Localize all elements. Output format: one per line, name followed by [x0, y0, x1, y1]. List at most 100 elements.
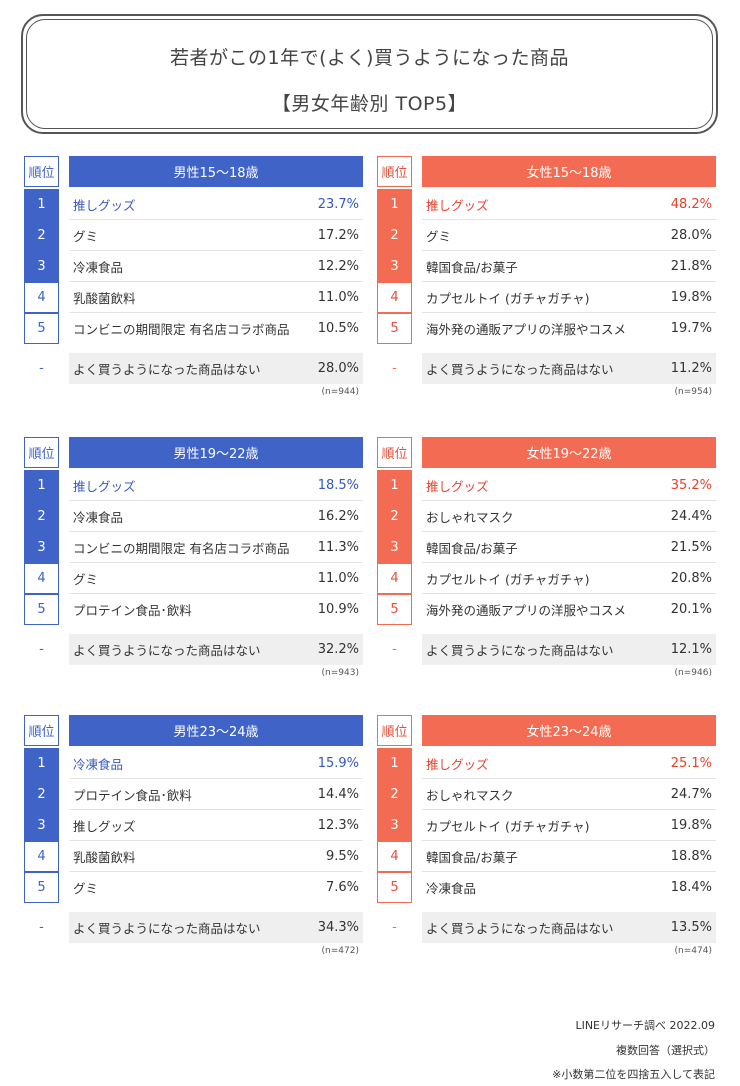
item-value: 7.6% [325, 880, 359, 895]
rank-badge: 4 [24, 841, 59, 872]
sample-size: (n=472) [321, 946, 359, 956]
item-value: 18.4% [670, 880, 712, 895]
rank-badge: 1 [377, 470, 412, 501]
rank-badge: 3 [24, 532, 59, 563]
page-title: 若者がこの1年で(よく)買うようになった商品 [170, 47, 569, 69]
ranking-item: 推しグッズ 18.5% [69, 470, 363, 501]
item-label: おしゃれマスク [426, 509, 514, 525]
item-label: 冷凍食品 [73, 756, 124, 772]
item-value: 11.2% [670, 361, 712, 376]
item-label: プロテイン食品･飲料 [73, 603, 192, 618]
no-purchase-item: よく買うようになった商品はない 12.1% [422, 634, 716, 665]
item-label: コンビニの期間限定 有名店コラボ商品 [73, 540, 290, 556]
item-value: 16.2% [317, 508, 359, 524]
page-subtitle: 【男女年齢別 TOP5】 [271, 93, 468, 115]
panel-header-row: 順位 男性15～18歳 [24, 156, 363, 187]
item-value: 15.9% [317, 755, 359, 771]
rank-badge: 2 [377, 779, 412, 810]
sample-size: (n=954) [674, 387, 712, 397]
sample-size: (n=944) [321, 387, 359, 397]
item-label: グミ [73, 228, 99, 244]
item-label: 韓国食品/お菓子 [426, 849, 518, 865]
no-purchase-row: - よく買うようになった商品はない 12.1% [377, 634, 716, 665]
ranking-row: 2 おしゃれマスク 24.7% [377, 779, 716, 810]
no-purchase-item: よく買うようになった商品はない 28.0% [69, 353, 363, 384]
rank-column-header: 順位 [377, 437, 412, 468]
rank-column-header: 順位 [24, 715, 59, 746]
item-value: 28.0% [670, 227, 712, 243]
item-value: 10.9% [317, 602, 359, 617]
ranking-row: 4 乳酸菌飲料 9.5% [24, 841, 363, 872]
ranking-item: 推しグッズ 35.2% [422, 470, 716, 501]
ranking-item: コンビニの期間限定 有名店コラボ商品 11.3% [69, 532, 363, 563]
ranking-row: 3 コンビニの期間限定 有名店コラボ商品 11.3% [24, 532, 363, 563]
rank-badge: 1 [377, 748, 412, 779]
rank-badge: 5 [377, 313, 412, 344]
item-value: 35.2% [670, 477, 712, 493]
no-purchase-item: よく買うようになった商品はない 13.5% [422, 912, 716, 943]
rank-dash: - [39, 920, 44, 935]
rank-dash: - [392, 642, 397, 657]
item-value: 9.5% [325, 848, 359, 864]
ranking-row: 2 冷凍食品 16.2% [24, 501, 363, 532]
item-value: 12.1% [670, 642, 712, 657]
ranking-row: 3 カプセルトイ (ガチャガチャ) 19.8% [377, 810, 716, 841]
ranking-item: プロテイン食品･飲料 14.4% [69, 779, 363, 810]
ranking-item: グミ 17.2% [69, 220, 363, 251]
rank-badge: 1 [377, 189, 412, 220]
rank-badge: 5 [24, 594, 59, 625]
ranking-panel-female: 順位 女性23～24歳 1 推しグッズ 25.1% 2 おしゃれマスク 24.7% 3 カプセルト… [377, 715, 716, 956]
no-purchase-row: - よく買うようになった商品はない 13.5% [377, 912, 716, 943]
ranking-item: グミ 7.6% [69, 872, 363, 903]
rank-badge: 5 [24, 313, 59, 344]
ranking-item: おしゃれマスク 24.4% [422, 501, 716, 532]
rank-badge: 3 [377, 810, 412, 841]
ranking-row: 4 グミ 11.0% [24, 563, 363, 594]
ranking-row: 1 冷凍食品 15.9% [24, 748, 363, 779]
item-value: 34.3% [317, 920, 359, 935]
item-label: カプセルトイ (ガチャガチャ) [426, 571, 590, 587]
ranking-item: 海外発の通販アプリの洋服やコスメ 20.1% [422, 594, 716, 625]
rank-badge: 1 [24, 470, 59, 501]
rank-badge: 4 [377, 563, 412, 594]
rounding-note: ※小数第二位を四捨五入して表記 [552, 1068, 715, 1081]
ranking-panel-male: 順位 男性15～18歳 1 推しグッズ 23.7% 2 グミ 17.2% 3 冷凍食品 12.2% 4… [24, 156, 363, 397]
ranking-item: 韓国食品/お菓子 18.8% [422, 841, 716, 872]
item-label: 推しグッズ [426, 478, 489, 494]
rank-badge: 2 [377, 501, 412, 532]
item-value: 48.2% [670, 196, 712, 212]
ranking-item: グミ 11.0% [69, 563, 363, 594]
panel-header: 男性23～24歳 [69, 715, 363, 746]
ranking-item: 海外発の通販アプリの洋服やコスメ 19.7% [422, 313, 716, 344]
sample-size: (n=946) [674, 668, 712, 678]
rank-column-header: 順位 [377, 156, 412, 187]
item-label: よく買うようになった商品はない [426, 362, 614, 377]
panel-header-row: 順位 女性23～24歳 [377, 715, 716, 746]
no-purchase-row: - よく買うようになった商品はない 34.3% [24, 912, 363, 943]
item-value: 13.5% [670, 920, 712, 935]
item-value: 24.7% [670, 786, 712, 802]
no-purchase-item: よく買うようになった商品はない 32.2% [69, 634, 363, 665]
item-label: コンビニの期間限定 有名店コラボ商品 [73, 322, 290, 337]
item-label: よく買うようになった商品はない [426, 921, 614, 936]
ranking-row: 2 グミ 17.2% [24, 220, 363, 251]
item-value: 28.0% [317, 361, 359, 376]
item-label: おしゃれマスク [426, 787, 514, 803]
ranking-row: 1 推しグッズ 48.2% [377, 189, 716, 220]
ranking-item: コンビニの期間限定 有名店コラボ商品 10.5% [69, 313, 363, 344]
ranking-row: 4 カプセルトイ (ガチャガチャ) 19.8% [377, 282, 716, 313]
rank-badge: 2 [24, 501, 59, 532]
ranking-row: 1 推しグッズ 35.2% [377, 470, 716, 501]
rank-badge: 5 [377, 594, 412, 625]
ranking-row: 5 海外発の通販アプリの洋服やコスメ 20.1% [377, 594, 716, 625]
ranking-item: 推しグッズ 12.3% [69, 810, 363, 841]
ranking-row: 2 プロテイン食品･飲料 14.4% [24, 779, 363, 810]
title-box: 若者がこの1年で(よく)買うようになった商品 【男女年齢別 TOP5】 [21, 14, 718, 134]
source-note: LINEリサーチ調べ 2022.09 [575, 1019, 715, 1032]
ranking-item: グミ 28.0% [422, 220, 716, 251]
ranking-row: 3 冷凍食品 12.2% [24, 251, 363, 282]
item-label: 冷凍食品 [426, 881, 477, 896]
rank-badge: 3 [377, 251, 412, 282]
no-purchase-item: よく買うようになった商品はない 11.2% [422, 353, 716, 384]
item-label: グミ [73, 571, 99, 587]
